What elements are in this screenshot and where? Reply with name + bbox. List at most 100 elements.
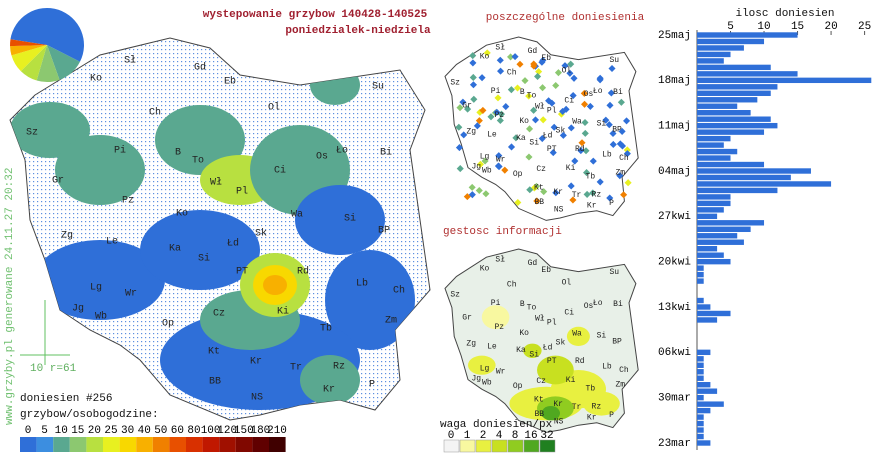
- legend-label: 0: [25, 425, 32, 437]
- region-label: Ło: [336, 146, 348, 157]
- region-label: Rz: [592, 403, 602, 412]
- bar: [697, 356, 704, 362]
- bar: [697, 161, 765, 168]
- region-label: PT: [547, 357, 557, 366]
- density-legend-label: 1: [464, 430, 471, 442]
- pie-slice: [10, 8, 85, 62]
- bar: [697, 110, 751, 116]
- bar: [697, 407, 711, 414]
- region-label: Jg: [471, 163, 481, 172]
- region-label: To: [192, 156, 204, 167]
- legend-label: 10: [55, 425, 68, 437]
- region-label: Ki: [566, 164, 576, 173]
- bar: [697, 362, 704, 368]
- bar: [697, 304, 711, 310]
- density-map-title: gestosc informacji: [443, 226, 562, 238]
- y-tick-label: 18maj: [658, 75, 691, 87]
- region-label: Cz: [536, 377, 546, 386]
- report-dot: [623, 150, 631, 158]
- legend-label: 30: [121, 425, 134, 437]
- region-label: Zg: [466, 340, 476, 349]
- report-dot: [469, 73, 477, 81]
- region-label: Bi: [613, 300, 623, 309]
- report-dot: [581, 118, 589, 127]
- region-label: Wr: [496, 368, 506, 377]
- report-dot: [475, 117, 483, 125]
- density-legend-label: 2: [480, 430, 487, 442]
- bar: [697, 90, 771, 96]
- bar: [697, 64, 771, 71]
- bar: [697, 420, 704, 427]
- report-dot: [469, 52, 477, 60]
- country-outline: [444, 36, 639, 221]
- report-dot: [624, 179, 632, 187]
- bar: [697, 84, 778, 90]
- bar: [697, 226, 751, 232]
- legend-swatch: [20, 437, 37, 452]
- report-dot: [552, 189, 560, 197]
- bar: [697, 427, 704, 433]
- region-label: Ch: [393, 285, 405, 297]
- region-label: Ko: [90, 74, 102, 85]
- report-dot: [494, 94, 502, 102]
- legend-swatch: [119, 437, 137, 452]
- region-label: Zm: [615, 381, 625, 390]
- report-dot: [554, 69, 562, 77]
- bar: [697, 271, 704, 278]
- density-legend-swatch: [459, 439, 476, 453]
- region-label: Ci: [564, 309, 574, 318]
- bar: [697, 401, 724, 407]
- report-dot: [583, 169, 591, 177]
- region-label: Wł: [210, 177, 222, 189]
- region-label: Pi: [114, 145, 126, 157]
- region-label: Ch: [149, 107, 161, 119]
- bar: [697, 239, 744, 245]
- region-label: Tr: [572, 403, 582, 412]
- region-label: Ło: [593, 87, 603, 96]
- region-label: Rz: [333, 362, 345, 373]
- report-dot: [602, 116, 610, 124]
- region-label: BP: [612, 125, 622, 134]
- region-label: Le: [487, 131, 497, 140]
- report-dot: [482, 190, 490, 198]
- region-label: Kt: [534, 183, 544, 192]
- region-label: Gr: [462, 313, 472, 322]
- region-label: Rz: [592, 191, 602, 200]
- x-tick-label: 5: [727, 21, 734, 33]
- region-label: Jg: [471, 375, 481, 384]
- region-label: Tb: [320, 323, 332, 335]
- report-dot: [456, 165, 464, 173]
- bar: [697, 187, 778, 194]
- report-dot: [583, 190, 591, 198]
- report-dot: [460, 131, 468, 139]
- region-label: Ka: [516, 134, 526, 143]
- region-label: Os: [316, 152, 328, 163]
- report-dot: [497, 67, 505, 75]
- y-tick-label: 20kwi: [658, 257, 691, 269]
- report-dot: [534, 72, 542, 80]
- density-blob: [541, 406, 560, 421]
- report-dot: [623, 117, 631, 125]
- report-dot: [549, 149, 557, 157]
- legend-label: 50: [154, 425, 167, 437]
- region-label: Pl: [547, 107, 557, 116]
- report-dot: [559, 131, 567, 139]
- report-dot: [530, 106, 538, 114]
- region-label: Wb: [482, 167, 492, 176]
- region-label: Si: [529, 351, 539, 360]
- report-dot: [456, 104, 464, 112]
- density-legend-label: 4: [496, 430, 503, 442]
- region-label: Łd: [227, 238, 239, 250]
- bar: [697, 116, 771, 122]
- region-label: Kr: [553, 188, 563, 197]
- report-dot: [561, 62, 569, 70]
- region-label: Pz: [494, 323, 504, 332]
- region-label: Zm: [385, 316, 397, 327]
- region-label: BB: [209, 377, 221, 388]
- pie-slice: [36, 45, 60, 83]
- bar: [697, 349, 711, 356]
- bar: [697, 317, 718, 323]
- region-label: Op: [162, 319, 174, 330]
- y-tick-label: 27kwi: [658, 211, 691, 223]
- report-dot: [609, 129, 617, 138]
